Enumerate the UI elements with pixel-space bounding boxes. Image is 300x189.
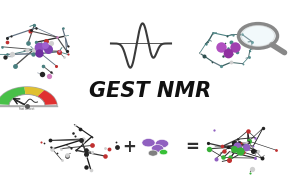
Circle shape [155,139,169,148]
Text: GEST NMR: GEST NMR [89,81,211,101]
Circle shape [148,150,158,156]
Circle shape [152,145,164,152]
Text: +: + [122,138,136,156]
Wedge shape [24,87,44,106]
Circle shape [159,149,168,155]
Wedge shape [27,90,57,106]
Wedge shape [0,87,27,106]
Wedge shape [0,87,57,106]
Text: Fast Detect: Fast Detect [19,107,35,111]
Circle shape [142,139,155,147]
Circle shape [238,24,278,48]
Wedge shape [9,94,45,106]
Text: =: = [185,138,199,156]
